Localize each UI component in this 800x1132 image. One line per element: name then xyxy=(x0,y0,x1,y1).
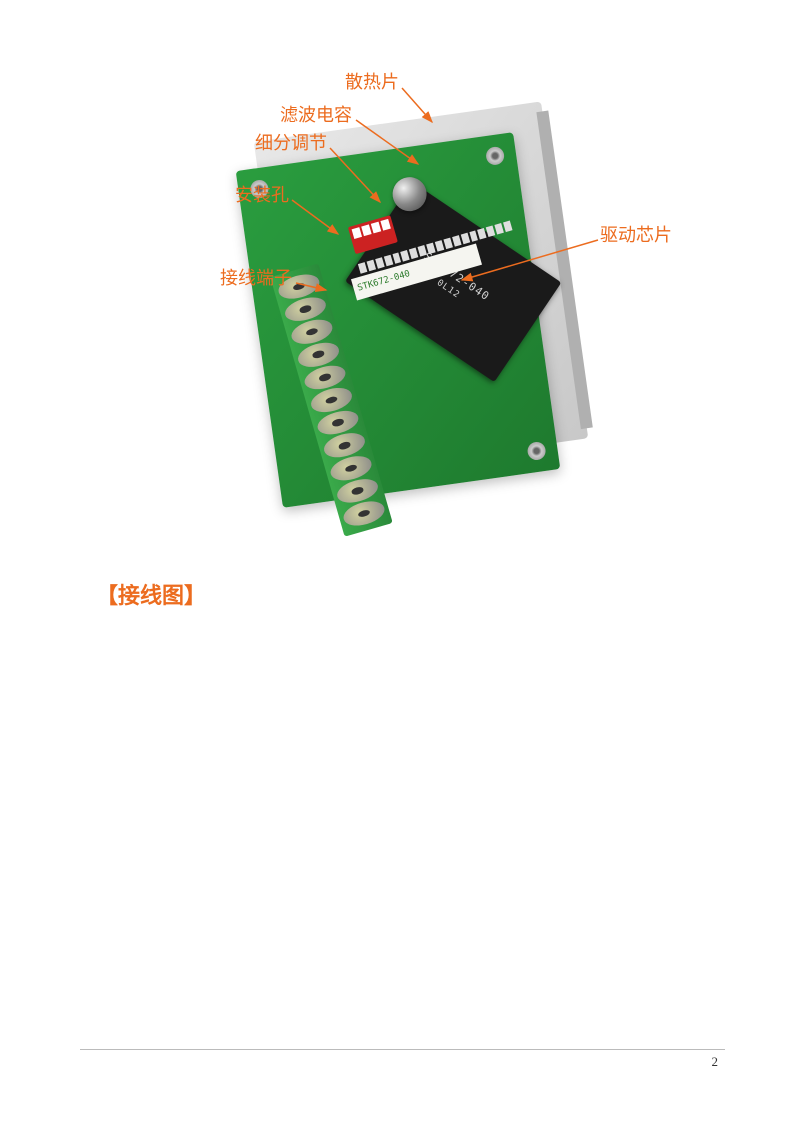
terminal-block xyxy=(270,263,392,536)
page-number: 2 xyxy=(712,1054,719,1070)
label-driver-chip: 驱动芯片 xyxy=(600,221,672,247)
label-capacitor: 滤波电容 xyxy=(280,101,352,127)
label-mount-hole: 安装孔 xyxy=(235,181,289,207)
mount-hole-icon xyxy=(526,441,546,461)
footer-rule xyxy=(80,1049,725,1050)
section-heading-wiring: 【接线图】 xyxy=(96,578,206,610)
bracket-close: 】 xyxy=(184,583,206,608)
label-heatsink: 散热片 xyxy=(345,68,399,94)
pcb-photo: STK672-040 0L12 STK672-040 xyxy=(208,100,570,498)
heading-text: 接线图 xyxy=(118,583,184,608)
bracket-open: 【 xyxy=(96,583,118,608)
annotated-pcb-diagram: STK672-040 0L12 STK672-040 xyxy=(100,40,700,540)
label-terminal: 接线端子 xyxy=(220,264,292,290)
mount-hole-icon xyxy=(485,146,505,166)
label-dip-switch: 细分调节 xyxy=(255,129,327,155)
